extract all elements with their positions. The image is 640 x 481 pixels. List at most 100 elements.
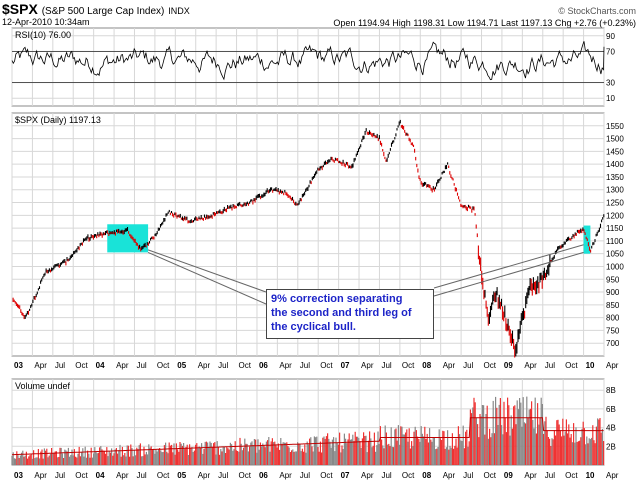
x-tick-label: Oct (75, 361, 88, 370)
x-tick-label: Apr (606, 361, 619, 370)
exchange: INDX (168, 6, 190, 16)
x-tick-label-bottom: Apr (198, 471, 211, 480)
volume-average-line (11, 417, 604, 456)
x-tick-label: Oct (484, 361, 497, 370)
x-tick-label: Jul (545, 361, 555, 370)
x-tick-label: Jul (136, 361, 146, 370)
symbol-title: $SPX (S&P 500 Large Cap Index) INDX (2, 1, 190, 17)
x-tick-label-bottom: Jul (545, 471, 555, 480)
x-tick-label: Apr (34, 361, 47, 370)
x-tick-label: Apr (116, 361, 129, 370)
rsi-tick-label: 30 (606, 79, 615, 88)
x-tick-label-bottom: 10 (586, 471, 595, 480)
x-tick-label-bottom: 05 (177, 471, 186, 480)
x-tick-label-bottom: 06 (259, 471, 268, 480)
annotation-line-3: the cyclical bull. (271, 321, 356, 333)
x-tick-label: Jul (300, 361, 310, 370)
x-tick-label-bottom: Jul (218, 471, 228, 480)
x-tick-label: 10 (586, 361, 595, 370)
x-tick-label-bottom: Oct (484, 471, 497, 480)
x-tick-label-bottom: Oct (565, 471, 578, 480)
x-tick-label-bottom: Oct (320, 471, 333, 480)
x-tick-label-bottom: 08 (422, 471, 431, 480)
price-tick-label: 800 (606, 314, 620, 323)
x-tick-label: 05 (177, 361, 186, 370)
x-tick-label: 06 (259, 361, 268, 370)
volume-tick-label: 4B (606, 424, 616, 433)
x-tick-label: Jul (218, 361, 228, 370)
callout-pointer (147, 249, 267, 293)
annotation-line-1: 9% correction separating (271, 293, 403, 305)
x-tick-label-bottom: 07 (341, 471, 350, 480)
price-tick-label: 750 (606, 326, 620, 335)
x-tick-label: Oct (402, 361, 415, 370)
callout-pointer (433, 251, 584, 297)
price-tick-label: 1150 (606, 224, 624, 233)
x-tick-label: 07 (341, 361, 350, 370)
price-tick-label: 1100 (606, 237, 624, 246)
x-tick-label-bottom: Jul (463, 471, 473, 480)
x-tick-label-bottom: 09 (504, 471, 513, 480)
x-tick-label-bottom: 03 (14, 471, 23, 480)
x-tick-label: Jul (381, 361, 391, 370)
x-tick-label: Apr (443, 361, 456, 370)
price-tick-label: 950 (606, 275, 620, 284)
volume-label: Volume undef (15, 381, 71, 391)
price-tick-label: 700 (606, 339, 620, 348)
x-tick-label-bottom: Oct (75, 471, 88, 480)
price-tick-label: 1000 (606, 262, 624, 271)
callout-pointer (433, 244, 584, 289)
price-tick-label: 1350 (606, 173, 624, 182)
x-tick-label-bottom: Jul (381, 471, 391, 480)
annotation-callout: 9% correction separating the second and … (266, 289, 434, 339)
x-tick-label-bottom: Oct (157, 471, 170, 480)
price-tick-label: 1300 (606, 186, 624, 195)
date-stamp: 12-Apr-2010 10:34am (2, 17, 90, 27)
volume-tick-label: 6B (606, 405, 616, 414)
x-tick-label: Oct (320, 361, 333, 370)
volume-tick-label: 2B (606, 442, 616, 451)
x-tick-label: Apr (198, 361, 211, 370)
x-tick-label-bottom: Jul (55, 471, 65, 480)
x-tick-label-bottom: Apr (606, 471, 619, 480)
annotation-line-2: the second and third leg of (271, 307, 412, 319)
price-tick-label: 1200 (606, 211, 624, 220)
symbol: $SPX (2, 1, 38, 17)
x-tick-label: Oct (565, 361, 578, 370)
rsi-line (11, 41, 605, 81)
symbol-name: (S&P 500 Large Cap Index) (41, 6, 165, 17)
price-tick-label: 1550 (606, 122, 624, 131)
price-series (12, 119, 605, 358)
x-tick-label: 04 (96, 361, 105, 370)
x-tick-label-bottom: Jul (300, 471, 310, 480)
x-tick-label-bottom: Apr (361, 471, 374, 480)
rsi-tick-label: 70 (606, 47, 615, 56)
price-label: $SPX (Daily) 1197.13 (15, 115, 101, 125)
x-tick-label-bottom: Oct (239, 471, 252, 480)
price-tick-label: 1250 (606, 199, 624, 208)
price-tick-label: 1400 (606, 160, 624, 169)
x-tick-label-bottom: 04 (96, 471, 105, 480)
rsi-tick-label: 10 (606, 94, 615, 103)
rsi-label: RSI(10) 76.00 (15, 30, 71, 40)
x-tick-label-bottom: Apr (279, 471, 292, 480)
x-tick-label: Apr (361, 361, 374, 370)
x-tick-label: Apr (279, 361, 292, 370)
x-tick-label: Oct (239, 361, 252, 370)
x-tick-label: 09 (504, 361, 513, 370)
x-tick-label: 03 (14, 361, 23, 370)
ohlc-readout: Open 1194.94 High 1198.31 Low 1194.71 La… (333, 18, 636, 28)
x-tick-label: Jul (55, 361, 65, 370)
rsi-tick-label: 90 (606, 32, 615, 41)
x-tick-label-bottom: Jul (136, 471, 146, 480)
price-tick-label: 1050 (606, 250, 624, 259)
volume-tick-label: 8B (606, 386, 616, 395)
price-tick-label: 900 (606, 288, 620, 297)
x-tick-label: 08 (422, 361, 431, 370)
x-tick-label: Apr (524, 361, 537, 370)
volume-bars (11, 396, 605, 465)
callout-pointer (147, 251, 267, 305)
price-tick-label: 1450 (606, 147, 624, 156)
x-tick-label-bottom: Oct (402, 471, 415, 480)
